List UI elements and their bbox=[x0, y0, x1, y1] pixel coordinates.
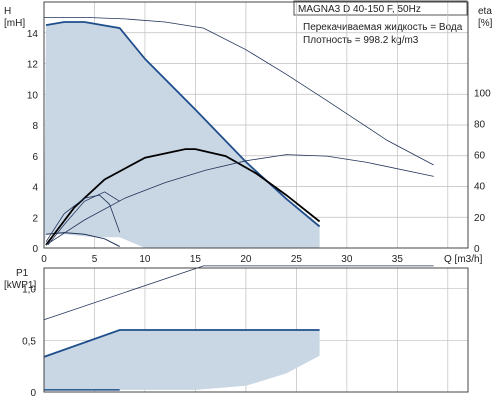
h-tick-label: 6 bbox=[32, 152, 38, 163]
bottom-series bbox=[43, 265, 434, 391]
p1-tick-label: 0,5 bbox=[22, 336, 36, 347]
annotation-density: Плотность = 998.2 kg/m3 bbox=[303, 35, 419, 46]
p1-axis-title-line2: [kWP1] bbox=[4, 280, 36, 291]
thin-head-curve bbox=[44, 17, 434, 166]
h-tick-label: 12 bbox=[27, 60, 39, 71]
h-axis-title-line1: H bbox=[4, 6, 11, 17]
x-tick-label: 30 bbox=[341, 254, 353, 265]
chart-title: MAGNA3 D 40-150 F, 50Hz bbox=[298, 4, 421, 15]
eta-small-2-curve bbox=[47, 191, 120, 246]
eta-thin-curve bbox=[45, 154, 434, 246]
x-tick-label: 35 bbox=[392, 254, 404, 265]
eta-tick-label: 40 bbox=[474, 182, 486, 193]
x-tick-label: 10 bbox=[139, 254, 151, 265]
h-tick-label: 0 bbox=[32, 244, 38, 255]
max-power-curve bbox=[43, 329, 320, 358]
eta-tick-label: 80 bbox=[474, 119, 486, 130]
p1-tick-label: 0 bbox=[30, 388, 36, 399]
x-tick-label: 15 bbox=[190, 254, 202, 265]
power-area bbox=[44, 330, 320, 390]
eta-axis-title-line2: [%] bbox=[478, 18, 493, 29]
eta-tick-label: 0 bbox=[474, 244, 480, 255]
p1-axis-title-line1: P1 bbox=[16, 268, 29, 279]
tick-labels: 0 5 10 15 20 25 30 35 0 2 4 6 8 10 12 14 0 20 40 60 80 100 0 0,… bbox=[22, 29, 491, 399]
x-tick-label: 25 bbox=[291, 254, 303, 265]
top-series bbox=[44, 17, 434, 248]
x-axis-title: Q [m3/h] bbox=[444, 254, 483, 265]
x-tick-label: 5 bbox=[92, 254, 98, 265]
h-tick-label: 2 bbox=[32, 213, 38, 224]
thin-power-curve bbox=[43, 265, 434, 321]
bottom-plot-frame bbox=[43, 267, 469, 393]
h-tick-label: 8 bbox=[32, 121, 38, 132]
operating-area bbox=[44, 22, 320, 248]
eta-small-1-curve bbox=[45, 194, 121, 243]
eta-max-curve bbox=[45, 148, 321, 246]
h-tick-label: 4 bbox=[32, 183, 38, 194]
h-tick-label: 14 bbox=[27, 29, 39, 40]
annotation-fluid: Перекачиваемая жидкость = Вода bbox=[303, 22, 463, 33]
p1-tick-label: 1,0 bbox=[22, 285, 36, 296]
min-head-curve bbox=[45, 232, 120, 247]
eta-axis-title-line1: eta bbox=[478, 6, 492, 17]
title-box bbox=[293, 0, 468, 16]
x-tick-label: 20 bbox=[240, 254, 252, 265]
eta-tick-label: 60 bbox=[474, 151, 486, 162]
x-tick-label: 0 bbox=[41, 254, 47, 265]
eta-tick-label: 100 bbox=[474, 88, 491, 99]
top-plot-frame bbox=[43, 1, 469, 249]
eta-tick-label: 20 bbox=[474, 213, 486, 224]
h-axis-title-line2: [mH] bbox=[4, 18, 25, 29]
h-tick-label: 10 bbox=[27, 90, 39, 101]
